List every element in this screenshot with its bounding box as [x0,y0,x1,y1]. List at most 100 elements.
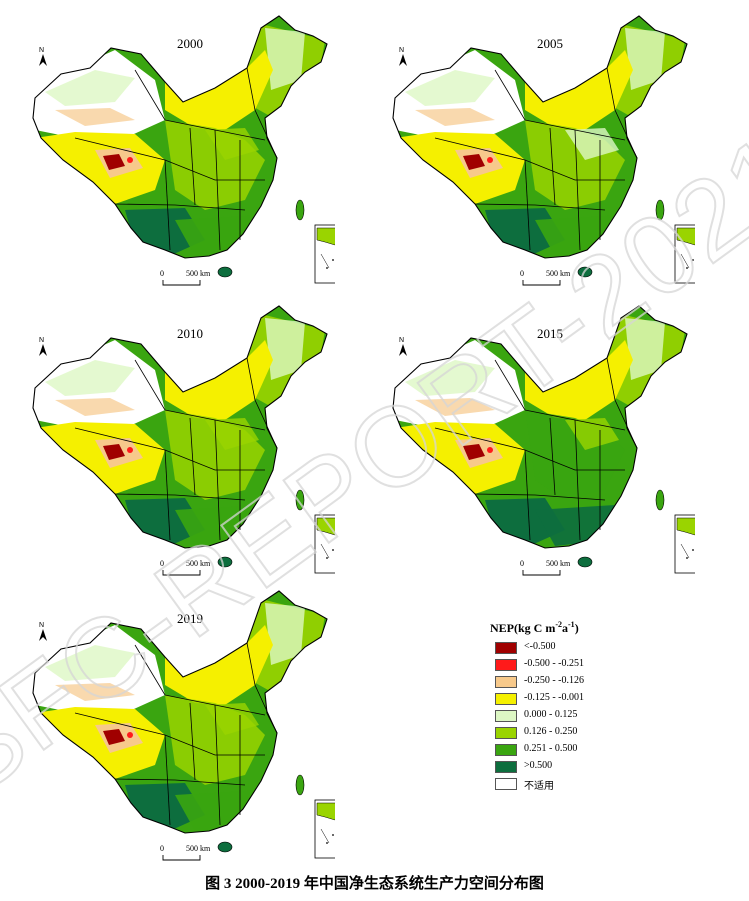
svg-text:N: N [39,47,44,54]
map-panel-2010: N 2010 0 500 km [15,300,335,580]
svg-text:500 km: 500 km [186,269,211,278]
svg-text:0: 0 [520,269,524,278]
scale-bar: 0 500 km [160,844,211,861]
north-arrow: N [39,622,47,641]
legend-label: -0.125 - -0.001 [524,692,584,703]
legend-item: 0.251 - 0.500 [490,742,670,758]
svg-text:0: 0 [160,844,164,853]
scale-bar: 0 500 km [520,269,571,286]
legend-item: >0.500 [490,759,670,775]
south-china-sea-inset [314,224,335,284]
province-boundary [189,127,196,206]
legend-label: -0.250 - -0.126 [524,675,584,686]
china-map: N 2000 0 500 km [15,10,335,290]
legend-title: NEP(kg C m-2a-1) [490,620,579,635]
svg-text:500 km: 500 km [546,269,571,278]
north-arrow: N [39,337,47,356]
legend-swatch [495,642,517,654]
svg-text:N: N [39,337,44,344]
map-year-title: 2015 [537,326,563,341]
province-boundary [114,203,246,211]
province-boundary [494,69,526,121]
figure-caption: 图 3 2000-2019 年中国净生态系统生产力空间分布图 [205,876,544,892]
legend-swatch [495,693,517,705]
south-china-sea-inset [674,224,695,284]
south-china-sea-inset [314,799,335,859]
province-boundary [189,417,196,496]
scale-bar: 0 500 km [160,559,211,576]
taiwan-island [655,199,665,221]
taiwan-island [295,774,305,796]
map-panel-2015: N 2015 0 500 km [375,300,695,580]
svg-text:0: 0 [160,559,164,568]
province-boundary [474,493,606,501]
north-arrow: N [399,337,407,356]
hainan-island [217,841,233,853]
map-panel-2019: N 2019 0 500 km [15,585,335,865]
province-boundary [549,417,556,496]
legend-item: <-0.500 [490,640,670,656]
map-year-title: 2000 [177,36,203,51]
legend-swatch [495,744,517,756]
legend-item: -0.250 - -0.126 [490,674,670,690]
svg-text:500 km: 500 km [546,559,571,568]
legend-label: 不适用 [524,781,554,792]
china-map: N 2019 0 500 km [15,585,335,865]
svg-text:500 km: 500 km [186,559,211,568]
legend-item: -0.125 - -0.001 [490,691,670,707]
map-panel-2005: N 2005 0 500 km [375,10,695,290]
province-boundary [606,357,638,449]
legend-swatch [495,676,517,688]
province-boundary [549,127,556,206]
legend-item: 0.126 - 0.250 [490,725,670,741]
svg-text:N: N [39,622,44,629]
scale-bar: 0 500 km [160,269,211,286]
hainan-island [577,556,593,568]
taiwan-island [655,489,665,511]
hainan-island [217,266,233,278]
province-boundary [214,419,221,541]
legend-item: -0.500 - -0.251 [490,657,670,673]
province-boundary [189,702,196,781]
province-boundary [134,69,166,121]
legend-item: 0.000 - 0.125 [490,708,670,724]
legend-item: 不适用 [490,776,670,792]
scale-bar: 0 500 km [520,559,571,576]
legend-swatch [495,761,517,773]
province-boundary [214,704,221,826]
china-map: N 2010 0 500 km [15,300,335,580]
hainan-island [217,556,233,568]
legend-label: -0.500 - -0.251 [524,658,584,669]
province-boundary [114,778,246,786]
legend-label: <-0.500 [524,641,556,652]
hainan-island [577,266,593,278]
south-china-sea-inset [314,514,335,574]
province-boundary [114,493,246,501]
legend-label: 0.126 - 0.250 [524,726,578,737]
north-arrow: N [399,47,407,66]
map-year-title: 2005 [537,36,563,51]
svg-text:500 km: 500 km [186,844,211,853]
province-boundary [246,642,278,734]
province-boundary [246,67,278,159]
map-panel-2000: N 2000 0 500 km [15,10,335,290]
province-boundary [214,129,221,251]
south-china-sea-inset [674,514,695,574]
legend-swatch [495,727,517,739]
province-boundary [134,644,166,696]
north-arrow: N [39,47,47,66]
province-boundary [606,67,638,159]
map-year-title: 2010 [177,326,203,341]
province-boundary [474,203,606,211]
svg-text:N: N [399,337,404,344]
china-map: N 2015 0 500 km [375,300,695,580]
china-map: N 2005 0 500 km [375,10,695,290]
svg-text:0: 0 [520,559,524,568]
svg-text:0: 0 [160,269,164,278]
province-boundary [494,359,526,411]
taiwan-island [295,489,305,511]
svg-text:N: N [399,47,404,54]
legend: NEP(kg C m-2a-1) <-0.500 -0.500 - -0.251 -… [490,620,670,793]
legend-label: 0.251 - 0.500 [524,743,578,754]
legend-swatch [495,659,517,671]
